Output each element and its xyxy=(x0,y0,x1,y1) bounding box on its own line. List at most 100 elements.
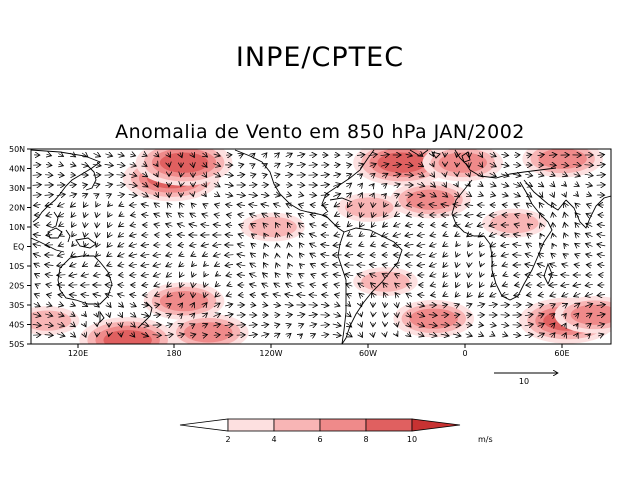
lat-tick-label: 20S xyxy=(9,282,24,291)
wind-vector xyxy=(479,243,482,247)
wind-vector xyxy=(443,283,447,287)
wind-vector xyxy=(70,264,77,267)
wind-vector xyxy=(273,174,280,176)
wind-vector xyxy=(130,215,135,216)
wind-vector xyxy=(321,244,330,245)
wind-vector xyxy=(514,224,521,226)
wind-vector xyxy=(310,214,316,215)
wind-vector xyxy=(311,334,316,337)
lon-tick-label: 0 xyxy=(462,349,467,358)
wind-vector xyxy=(440,325,450,326)
wind-vector xyxy=(502,334,508,336)
wind-vector xyxy=(370,273,377,276)
wind-vector xyxy=(334,214,339,217)
wind-vector xyxy=(83,203,86,208)
wind-vector xyxy=(286,204,293,207)
wind-vector xyxy=(213,254,221,256)
wind-vector xyxy=(561,275,570,276)
wind-vector xyxy=(213,225,221,226)
wind-vector xyxy=(586,265,592,266)
wind-vector xyxy=(213,164,220,167)
wind-vector xyxy=(322,295,329,296)
wind-vector xyxy=(322,215,328,216)
wind-vector xyxy=(204,283,206,288)
wind-vector xyxy=(588,334,591,336)
wind-vector xyxy=(358,255,365,256)
wind-vector xyxy=(32,324,42,325)
wind-vector xyxy=(361,202,362,207)
wind-vector xyxy=(501,155,508,156)
wind-vector xyxy=(201,244,209,246)
wind-vector xyxy=(34,294,39,296)
wind-vector xyxy=(380,164,389,167)
wind-vector xyxy=(395,194,400,196)
wind-vector xyxy=(396,334,398,337)
wind-vector xyxy=(382,274,389,277)
wind-vector xyxy=(452,334,461,336)
wind-vector xyxy=(179,324,184,327)
wind-vector xyxy=(346,183,351,187)
wind-vector xyxy=(513,234,521,236)
wind-vector xyxy=(129,205,137,206)
wind-vector xyxy=(289,253,290,256)
wind-vector xyxy=(226,225,233,226)
wind-vector xyxy=(287,194,292,195)
wind-vector xyxy=(549,285,558,286)
wind-vector xyxy=(454,315,460,316)
wind-vector xyxy=(32,185,42,186)
wind-vector xyxy=(526,203,531,207)
wind-vector xyxy=(97,222,98,227)
wind-vector xyxy=(116,175,126,176)
lon-tick-label: 120W xyxy=(259,349,282,358)
wind-vector xyxy=(383,213,386,218)
wind-vector xyxy=(84,323,86,327)
new-guinea-island xyxy=(75,237,97,249)
colorbar-level-label: 8 xyxy=(363,435,368,444)
wind-vector xyxy=(572,164,581,165)
wind-vector xyxy=(466,194,471,197)
wind-vector xyxy=(225,235,233,236)
wind-vector xyxy=(260,334,269,336)
wind-vector xyxy=(333,194,340,197)
wind-vector xyxy=(587,194,592,196)
wind-vector xyxy=(285,175,293,176)
lat-tick-label: 50S xyxy=(9,340,24,349)
wind-vector xyxy=(548,155,557,156)
wind-vector xyxy=(491,283,496,287)
wind-vector xyxy=(418,295,425,296)
wind-vector xyxy=(309,324,316,326)
wind-vector xyxy=(334,284,341,285)
wind-vector xyxy=(417,265,426,266)
japan-island xyxy=(85,165,97,191)
wind-vector xyxy=(430,244,437,247)
wind-vector xyxy=(56,334,65,337)
wind-vector xyxy=(333,274,341,275)
wind-vector xyxy=(141,245,150,246)
wind-vector xyxy=(130,224,137,225)
wind-vector xyxy=(525,254,533,257)
wind-vector xyxy=(573,303,580,307)
wind-vector xyxy=(69,185,77,186)
wind-vector xyxy=(299,253,302,257)
wind-vector xyxy=(384,194,387,197)
wind-vector xyxy=(130,275,137,276)
wind-vector xyxy=(96,243,98,247)
wind-vector xyxy=(429,204,438,205)
wind-vector xyxy=(347,234,351,236)
wind-vector xyxy=(140,324,149,327)
wind-vector xyxy=(58,213,65,216)
wind-vector xyxy=(166,224,173,227)
wind-vector xyxy=(83,185,88,186)
wind-vector xyxy=(397,323,398,327)
wind-vector xyxy=(32,175,42,176)
wind-vector xyxy=(203,173,206,178)
wind-vector xyxy=(287,273,291,277)
wind-vector xyxy=(597,234,606,236)
wind-vector xyxy=(501,324,509,325)
wind-vector xyxy=(477,214,486,215)
wind-vector xyxy=(346,244,353,246)
wind-vector xyxy=(141,183,148,187)
wind-vector xyxy=(59,154,64,157)
wind-vector xyxy=(406,265,413,266)
anomaly-contour xyxy=(438,152,487,173)
